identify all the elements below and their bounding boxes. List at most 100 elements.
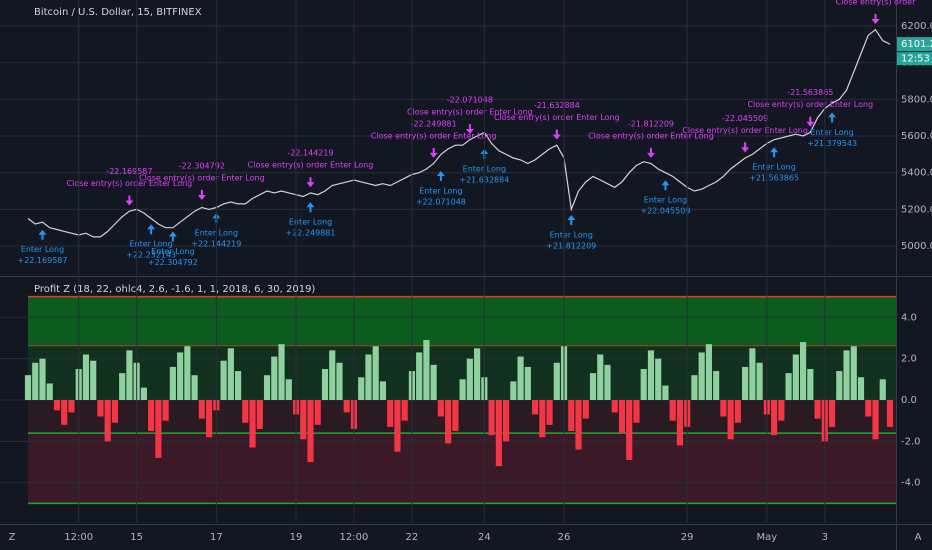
exit-arrow (741, 142, 750, 153)
histogram-bar (720, 400, 727, 417)
histogram-bar (24, 375, 32, 400)
signal-amount: +22.249881 (286, 229, 336, 238)
exit-arrow (871, 14, 880, 25)
auto-scale[interactable]: A (915, 532, 922, 543)
histogram-bar (828, 400, 836, 427)
histogram-bar (358, 377, 365, 400)
zone-band (28, 296, 896, 347)
histogram-bar (300, 400, 307, 440)
histogram-bar (249, 400, 256, 448)
histogram-bar (785, 373, 792, 400)
x-tick-label: 26 (558, 532, 571, 543)
histogram-bar (698, 352, 705, 400)
entry-arrow (661, 180, 670, 191)
signal-label: Enter Long (644, 196, 687, 205)
zone-band (28, 433, 896, 504)
histogram-bar (314, 400, 321, 425)
histogram-bar (256, 400, 263, 429)
histogram-bar (814, 400, 821, 419)
histogram-bar (155, 400, 162, 458)
y-tick-label: 2.0 (901, 354, 917, 365)
histogram-bar (365, 354, 372, 400)
histogram-bar (807, 368, 814, 400)
signal-amount: -22.169587 (106, 167, 152, 176)
histogram-bar (140, 387, 147, 400)
histogram-bar (459, 379, 466, 400)
histogram-bar (336, 362, 343, 400)
signal-label: Close entry(s) order (836, 0, 916, 7)
exit-arrow (552, 129, 561, 140)
y-tick-label: -4.0 (901, 478, 921, 489)
histogram-bar (437, 400, 444, 417)
signal-label: Enter Long (419, 187, 462, 196)
histogram-bar (372, 346, 379, 400)
signal-label: Close entry(s) order Enter Long (248, 161, 374, 170)
exit-arrow (125, 195, 134, 206)
histogram-bar (278, 344, 285, 400)
y-tick-label: -2.0 (901, 436, 921, 447)
signal-amount: -21.563865 (787, 88, 833, 97)
signal-amount: +22.232143 (126, 251, 176, 260)
histogram-bar (517, 356, 524, 400)
price-line (27, 28, 891, 238)
histogram-bar (452, 400, 459, 432)
entry-arrow (436, 171, 445, 182)
exit-arrow (646, 147, 655, 158)
histogram-bar (568, 400, 575, 432)
histogram-bar (234, 371, 242, 400)
x-tick-label: 22 (406, 532, 419, 543)
y-tick-label: 4.0 (901, 312, 917, 323)
histogram-bar (148, 400, 155, 432)
histogram-bar (111, 400, 119, 423)
histogram-bar (886, 400, 894, 427)
histogram-bar (184, 346, 191, 400)
signal-label: Enter Long (289, 218, 332, 227)
histogram-bar (539, 400, 546, 438)
histogram-bar (474, 348, 481, 400)
x-tick-label: 15 (130, 532, 143, 543)
signal-amount: +21.379543 (807, 139, 857, 148)
histogram-bar (430, 364, 437, 400)
histogram-bar (879, 379, 886, 400)
histogram-bar (126, 350, 133, 400)
y-tick-label: 5000.0 (901, 241, 932, 252)
histogram-bar (39, 358, 46, 400)
histogram-bar (771, 400, 778, 436)
histogram-bar (416, 352, 423, 400)
entry-arrow (567, 215, 576, 226)
histogram-bar (865, 400, 872, 417)
histogram-bar (756, 362, 763, 400)
histogram-bar (553, 362, 560, 400)
signal-label: Enter Long (21, 245, 64, 254)
y-tick-label: 5800.0 (901, 94, 932, 105)
histogram-bar (321, 368, 329, 400)
histogram-bar (394, 400, 401, 452)
signal-amount: -22.144219 (287, 149, 333, 158)
histogram-bar (705, 344, 712, 400)
signal-label: Enter Long (151, 247, 194, 256)
histogram-bar (445, 400, 452, 444)
histogram-bar (633, 400, 640, 423)
histogram-bar (582, 400, 589, 419)
histogram-bar (488, 400, 495, 436)
signal-amount: +21.812209 (546, 242, 596, 251)
histogram-bar (401, 400, 408, 421)
histogram-bar (32, 362, 39, 400)
signal-label: Close entry(s) order Enter Long (371, 131, 497, 140)
histogram-bar (655, 358, 662, 400)
x-tick-label: 19 (290, 532, 303, 543)
histogram-bar (727, 400, 734, 440)
signal-label: Enter Long (550, 231, 593, 240)
histogram-bar (589, 373, 597, 400)
signal-label: Close entry(s) order Enter Long (588, 131, 714, 140)
y-tick-label: 5600.0 (901, 131, 932, 142)
exit-arrow (429, 147, 438, 158)
histogram-bar (778, 400, 785, 421)
log-toggle[interactable]: Z (9, 532, 16, 543)
indicator-title: Profit Z (18, 22, ohlc4, 2.6, -1.6, 1, 1… (34, 284, 315, 295)
histogram-bar (669, 400, 676, 421)
signal-label: Enter Long (129, 240, 172, 249)
histogram-bar (857, 377, 865, 400)
x-tick-label: 17 (210, 532, 223, 543)
signal-amount: +21.563865 (749, 174, 799, 183)
